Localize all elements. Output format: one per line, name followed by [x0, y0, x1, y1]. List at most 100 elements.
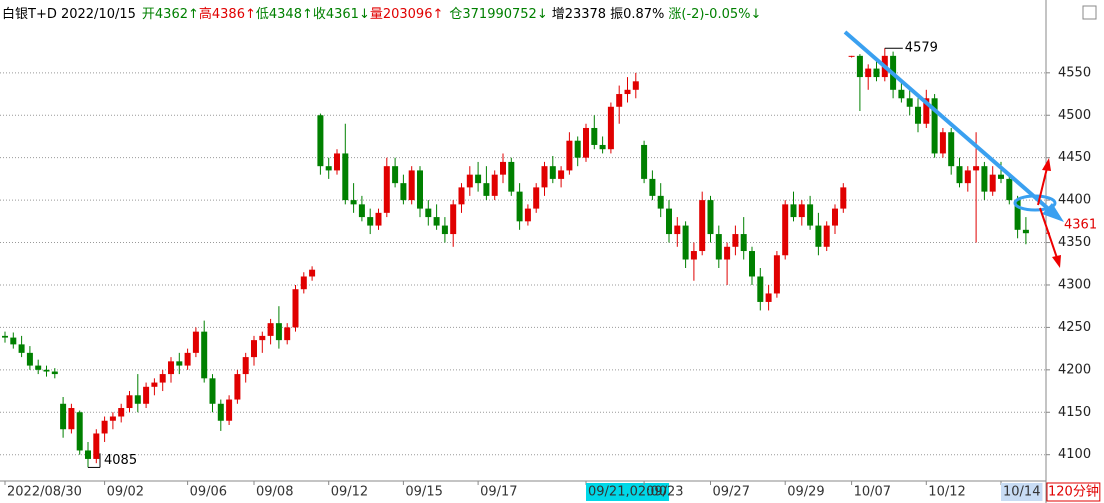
quote-field: 量203096↑ — [370, 7, 444, 22]
trend-annotation — [843, 30, 1064, 268]
candle-body — [533, 187, 540, 209]
quote-field: 收4361↓ — [313, 7, 370, 22]
quote-field: 增23378 — [552, 7, 606, 22]
candle-body — [1006, 178, 1013, 201]
quote-field: 仓371990752↓ — [449, 7, 547, 22]
current-label-box — [1001, 483, 1043, 501]
candle-body — [898, 89, 905, 99]
candle-body — [450, 204, 457, 235]
candle-body — [707, 200, 714, 235]
candle-body — [856, 55, 863, 78]
candle-body — [848, 55, 855, 57]
candle-body — [209, 378, 216, 404]
candle-body — [998, 174, 1004, 179]
candle-body — [939, 132, 946, 154]
title: 白银T+D 2022/10/15 — [2, 6, 136, 22]
y-tick-label: 4400 — [1058, 193, 1091, 208]
candle-body — [159, 374, 166, 383]
candle-body — [923, 98, 930, 124]
candle-body — [724, 246, 731, 260]
candle-body — [93, 433, 100, 459]
candle-body — [242, 357, 249, 375]
candle-body — [441, 225, 448, 235]
candle-body — [740, 234, 747, 252]
candle-body — [292, 289, 299, 328]
candle-body — [591, 127, 598, 145]
candle-body — [317, 115, 324, 167]
candle-body — [632, 81, 639, 90]
quote-field: 涨(-2)-0.05%↓ — [668, 7, 761, 22]
candle-body — [607, 106, 614, 150]
up-arrow — [1037, 167, 1048, 206]
cursor-label-box — [586, 483, 670, 501]
candle-body — [1022, 229, 1029, 234]
candle-body — [251, 340, 257, 358]
candle-body — [832, 208, 838, 226]
candle-body — [18, 344, 25, 353]
candle-body — [583, 127, 589, 158]
candle-body — [367, 217, 374, 226]
candle-body — [176, 361, 183, 366]
candle-body — [516, 191, 523, 222]
y-tick-label: 4150 — [1058, 405, 1091, 420]
candle-body — [151, 382, 158, 387]
candle-body — [408, 170, 415, 201]
candle-body — [666, 208, 672, 235]
candle-body — [715, 234, 722, 260]
candle-body — [823, 225, 830, 247]
candle-body — [10, 337, 17, 345]
candle-body — [325, 166, 332, 171]
candle-body — [267, 323, 274, 336]
trend-line — [843, 30, 1054, 214]
candle-body — [524, 208, 531, 222]
candle-body — [1014, 200, 1021, 230]
candle-body — [68, 408, 75, 430]
x-tick-label: 10/07 — [854, 485, 891, 500]
candle-body — [101, 420, 108, 434]
candle-body — [275, 323, 282, 341]
candle-body — [790, 204, 797, 218]
x-tick-label: 09/12 — [331, 485, 368, 500]
candle-body — [76, 412, 83, 451]
x-tick-label: 2022/08/30 — [7, 485, 82, 500]
candle-body — [85, 450, 91, 459]
candle-body — [201, 331, 208, 379]
header: 白银T+D 2022/10/15 开4362↑高4386↑低4348↑收4361↓… — [2, 6, 761, 22]
y-tick-label: 4300 — [1058, 277, 1091, 292]
candle-body — [334, 153, 340, 171]
candle-body — [873, 68, 880, 78]
trend-arrowhead — [1042, 203, 1064, 222]
up-arrowhead — [1042, 158, 1051, 171]
down-arrow — [1039, 207, 1058, 259]
candle-body — [840, 187, 847, 209]
candle-body — [259, 335, 266, 341]
candle-body — [906, 98, 913, 107]
candle-body — [226, 399, 233, 421]
candle-body — [865, 68, 872, 78]
settings-icon[interactable] — [1082, 5, 1097, 20]
candle-body — [815, 225, 822, 247]
candle-body — [43, 369, 50, 372]
candle-body — [981, 166, 988, 192]
x-tick-label: 09/23 — [646, 485, 683, 500]
candle-body — [483, 183, 490, 196]
candle-body — [699, 200, 706, 252]
candle-body — [690, 251, 697, 260]
x-tick-label: 09/17 — [480, 485, 517, 500]
x-tick-label: 10/12 — [928, 485, 965, 500]
candle-body — [51, 371, 58, 375]
candle-body — [973, 166, 980, 171]
candle-body — [383, 166, 390, 213]
x-tick-label: 09/02 — [107, 485, 144, 500]
candle-body — [807, 204, 814, 226]
quote-field: 高4386↑ — [199, 6, 256, 22]
candle-body — [558, 170, 565, 179]
candle-body — [350, 200, 357, 205]
candle-body — [458, 187, 465, 205]
candle-body — [549, 166, 556, 179]
candle-body — [118, 408, 125, 417]
candle-body — [300, 276, 307, 290]
candle-body — [624, 89, 631, 95]
candle-body — [375, 212, 382, 226]
